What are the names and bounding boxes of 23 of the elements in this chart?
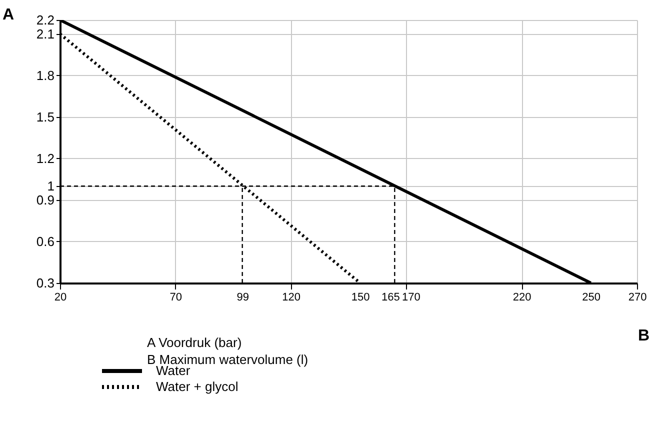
y-tick-label: 2.2 [36,12,54,28]
y-tick-label: 0.6 [36,234,54,249]
x-tick-label: 20 [54,292,67,304]
y-axis-title: A [2,6,14,24]
x-tick-label: 250 [582,292,601,304]
legend-label: Water + glycol [156,379,238,394]
text: A Voordruk (bar) [147,335,242,350]
y-tick-label: 0.9 [36,192,54,208]
y-tick-label: 1.5 [36,109,54,124]
y-tick-label: 0.3 [36,276,54,290]
x-tick-label: 99 [236,292,249,304]
y-tick-label: 1 [47,178,54,194]
x-tick-label: 120 [282,292,300,304]
x-tick-label: 220 [512,292,532,304]
x-axis-title: B [638,328,650,344]
x-tick-label: 270 [628,292,647,304]
x-tick-label: 70 [170,292,182,304]
y-tick-label: 2.1 [36,26,54,42]
y-tick-label: 1.2 [36,150,54,166]
x-tick-label: 170 [402,292,420,304]
x-tick-label: 165 [382,292,400,304]
y-tick-label: 1.8 [36,68,54,83]
x-tick-label: 150 [351,292,370,304]
